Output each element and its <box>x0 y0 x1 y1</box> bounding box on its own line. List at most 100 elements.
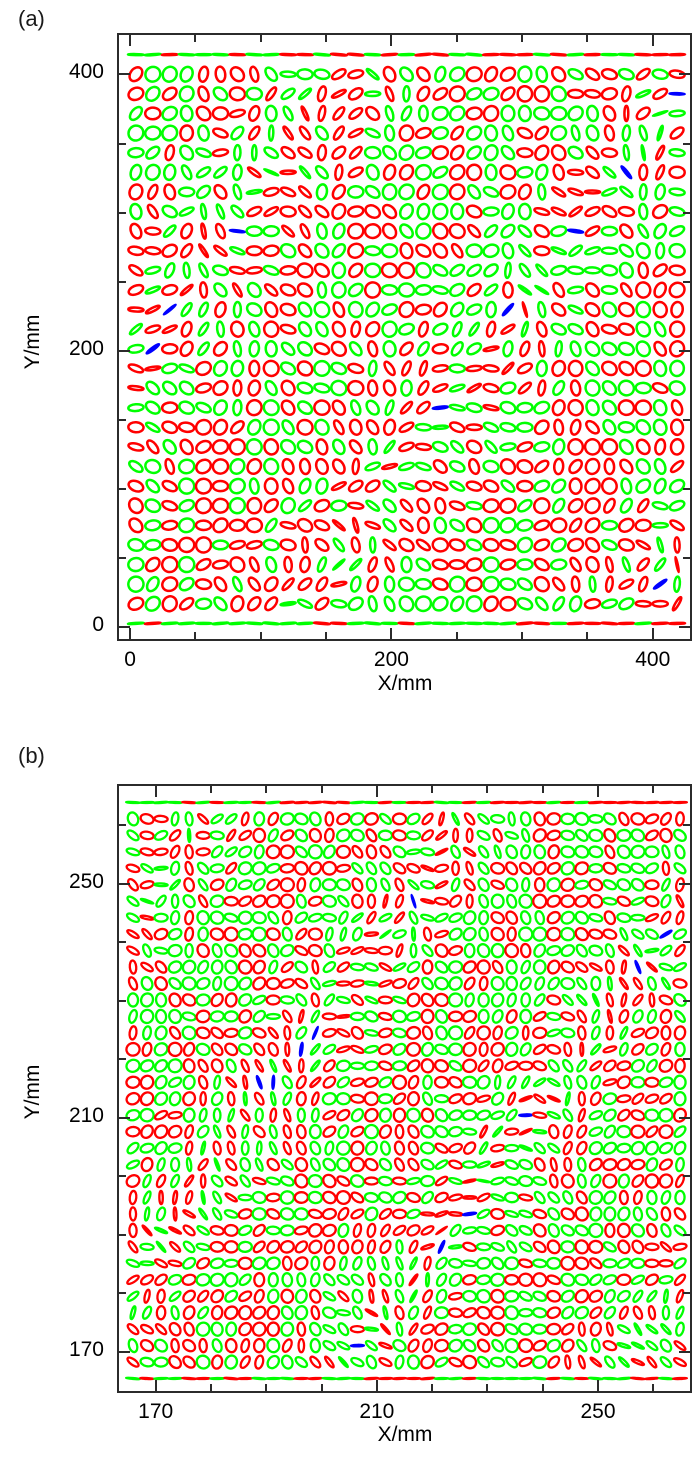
polarization-ellipse <box>645 1323 659 1335</box>
polarization-ellipse <box>384 399 395 417</box>
polarization-ellipse <box>350 945 365 956</box>
polarization-ellipse <box>338 1255 348 1271</box>
polarization-ellipse <box>246 166 262 179</box>
polarization-ellipse <box>265 1208 281 1220</box>
polarization-ellipse <box>228 86 247 102</box>
polarization-ellipse <box>139 1107 155 1123</box>
polarization-ellipse <box>551 398 566 417</box>
polarization-ellipse <box>382 893 389 909</box>
polarization-ellipse <box>381 1255 390 1271</box>
polarization-ellipse <box>451 811 460 826</box>
polarization-ellipse <box>378 1124 393 1140</box>
polarization-ellipse <box>632 1009 644 1024</box>
polarization-ellipse <box>669 418 685 437</box>
polarization-ellipse <box>499 381 517 395</box>
polarization-ellipse <box>281 1338 293 1353</box>
polarization-ellipse <box>395 1255 404 1271</box>
polarization-ellipse <box>517 65 533 84</box>
polarization-ellipse <box>398 203 415 220</box>
polarization-ellipse <box>181 959 197 975</box>
polarization-ellipse <box>448 1176 464 1186</box>
polarization-ellipse <box>602 1092 618 1106</box>
polarization-ellipse <box>210 1289 225 1304</box>
polarization-ellipse <box>546 1338 562 1353</box>
polarization-ellipse <box>348 262 364 279</box>
polarization-ellipse <box>181 1025 197 1041</box>
polarization-ellipse <box>618 360 635 377</box>
x-tick <box>194 632 197 641</box>
polarization-ellipse <box>621 556 632 573</box>
x-tick <box>586 632 589 641</box>
polarization-ellipse <box>391 977 408 990</box>
polarization-ellipse <box>673 1025 687 1041</box>
polarization-ellipse <box>398 144 415 162</box>
polarization-ellipse <box>500 104 516 123</box>
polarization-ellipse <box>517 381 533 395</box>
polarization-ellipse <box>309 1043 321 1056</box>
polarization-ellipse <box>621 124 632 142</box>
polarization-ellipse <box>351 1288 364 1304</box>
polarization-ellipse <box>153 927 169 941</box>
polarization-ellipse <box>366 379 379 397</box>
polarization-ellipse <box>602 165 617 179</box>
polarization-ellipse <box>154 1258 169 1269</box>
polarization-ellipse <box>180 320 193 338</box>
polarization-ellipse <box>237 910 253 925</box>
polarization-ellipse <box>179 144 195 161</box>
polarization-ellipse <box>365 399 380 416</box>
polarization-ellipse <box>197 1058 209 1073</box>
polarization-ellipse <box>407 976 420 991</box>
polarization-ellipse <box>433 992 450 1008</box>
x-tick <box>154 784 157 797</box>
polarization-ellipse <box>172 1206 178 1222</box>
polarization-ellipse <box>517 1113 534 1118</box>
polarization-ellipse <box>145 439 160 455</box>
polarization-ellipse <box>246 496 263 515</box>
polarization-ellipse <box>316 556 328 573</box>
polarization-ellipse <box>296 262 314 279</box>
polarization-ellipse <box>237 959 253 975</box>
polarization-ellipse <box>224 992 238 1008</box>
x-tick <box>259 33 262 42</box>
polarization-ellipse <box>502 281 514 299</box>
polarization-ellipse <box>532 959 547 975</box>
polarization-ellipse <box>618 1305 629 1320</box>
polarization-ellipse <box>296 1107 306 1123</box>
polarization-ellipse <box>461 1160 478 1169</box>
polarization-ellipse <box>279 538 297 552</box>
polarization-ellipse <box>489 1356 506 1368</box>
polarization-ellipse <box>230 595 245 613</box>
polarization-ellipse <box>499 595 517 612</box>
polarization-ellipse <box>450 125 465 141</box>
polarization-ellipse <box>505 844 519 860</box>
polarization-ellipse <box>127 245 145 257</box>
polarization-ellipse <box>391 1027 408 1039</box>
polarization-ellipse <box>392 1092 407 1106</box>
polarization-ellipse <box>161 124 179 142</box>
polarization-ellipse <box>154 1273 168 1287</box>
polarization-ellipse <box>630 1027 646 1039</box>
polarization-ellipse <box>433 1338 450 1353</box>
polarization-ellipse <box>499 497 517 514</box>
polarization-ellipse <box>532 893 548 909</box>
polarization-ellipse <box>618 1009 630 1024</box>
polarization-ellipse <box>154 1074 168 1090</box>
polarization-ellipse <box>169 860 181 876</box>
x-tick-label: 200 <box>373 648 409 671</box>
polarization-ellipse <box>252 1305 267 1320</box>
polarization-ellipse <box>646 975 657 992</box>
polarization-ellipse <box>644 928 660 940</box>
polarization-ellipse <box>282 1058 292 1073</box>
polarization-ellipse <box>229 556 246 574</box>
polarization-ellipse <box>382 498 397 514</box>
polarization-ellipse <box>617 341 635 357</box>
polarization-ellipse <box>603 457 616 476</box>
polarization-ellipse <box>616 895 632 907</box>
polarization-ellipse <box>583 598 602 610</box>
polarization-ellipse <box>651 521 670 529</box>
polarization-ellipse <box>392 1339 407 1353</box>
polarization-ellipse <box>551 576 566 592</box>
polarization-ellipse <box>516 401 534 414</box>
polarization-ellipse <box>449 1223 462 1238</box>
polarization-ellipse <box>577 1354 586 1370</box>
